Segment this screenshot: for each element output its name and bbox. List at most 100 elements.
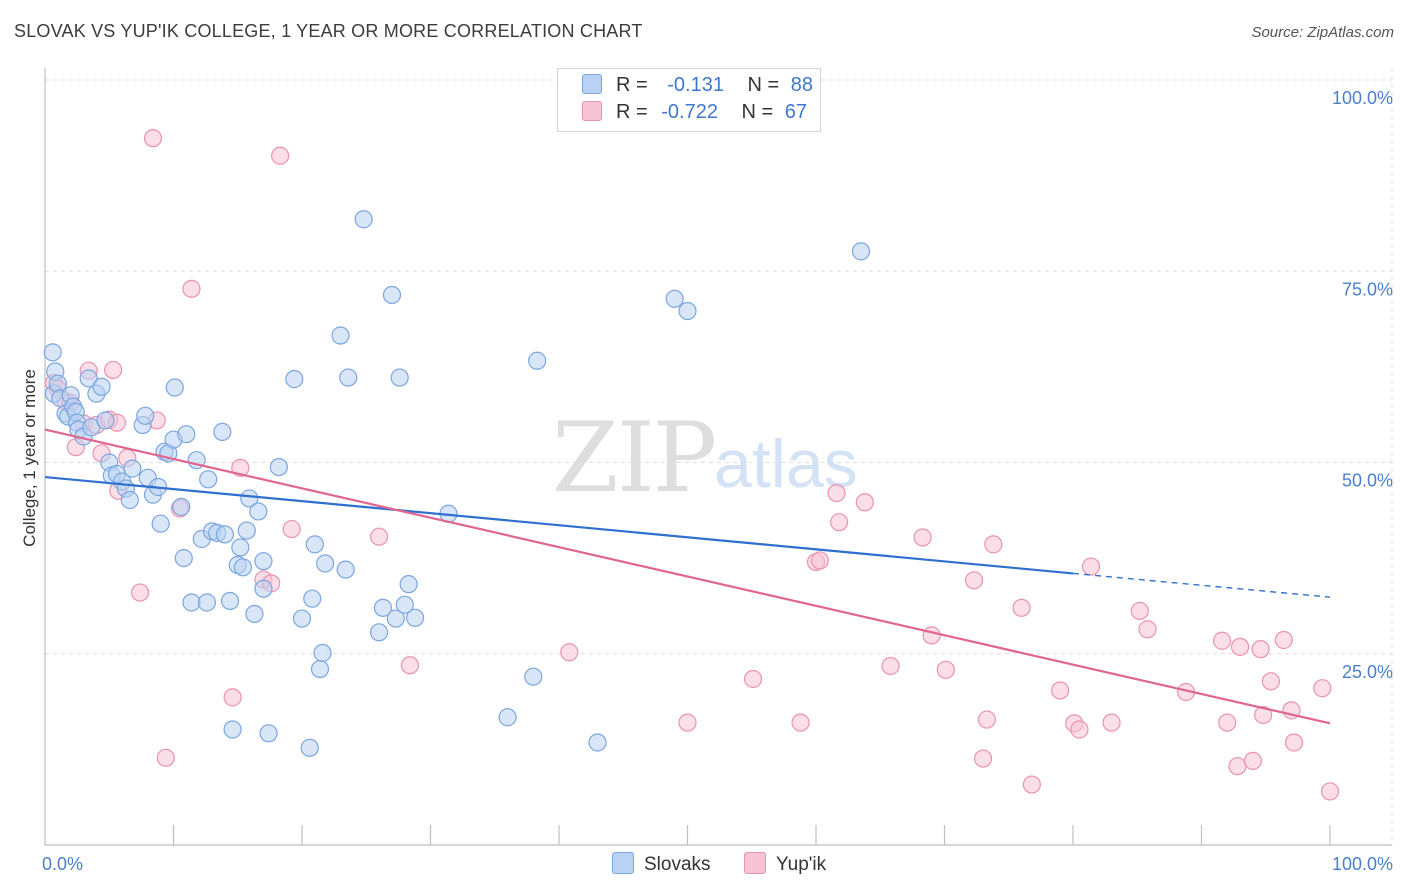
n-label: N = <box>741 101 774 123</box>
data-point <box>936 660 955 679</box>
data-point <box>524 667 543 686</box>
y-tick-label: 50.0% <box>1342 471 1393 491</box>
data-point <box>400 656 420 675</box>
data-point <box>964 571 984 590</box>
data-point <box>1274 630 1293 650</box>
data-point <box>830 513 849 532</box>
data-point <box>977 710 997 729</box>
legend-row-slovaks: R = -0.131 N = 88 <box>582 74 813 100</box>
data-point <box>370 527 389 546</box>
data-point <box>386 609 405 628</box>
yupik-points <box>44 129 1340 801</box>
r-value: -0.131 <box>667 74 724 96</box>
data-point <box>104 360 123 380</box>
n-label: N = <box>747 74 780 96</box>
data-point <box>215 525 234 544</box>
chart-title: SLOVAK VS YUP'IK COLLEGE, 1 YEAR OR MORE… <box>14 21 643 41</box>
yupik-legend-swatch <box>744 852 766 874</box>
data-point <box>174 549 193 568</box>
n-value: 67 <box>784 101 808 123</box>
data-point <box>339 368 358 387</box>
y-tick-label: 25.0% <box>1342 662 1393 682</box>
data-point <box>240 489 259 508</box>
data-point <box>223 688 242 707</box>
data-point <box>223 720 242 739</box>
data-point <box>1212 631 1232 650</box>
grid <box>45 68 1393 845</box>
stats-legend: R = -0.131 N = 88 R = -0.722 N = 67 <box>557 68 821 132</box>
data-point <box>851 242 871 261</box>
data-point <box>743 669 763 689</box>
data-point <box>143 129 163 148</box>
data-point <box>285 370 304 389</box>
data-point <box>292 609 312 628</box>
y-tick-label: 75.0% <box>1342 279 1393 299</box>
data-point <box>399 575 418 594</box>
data-point <box>271 146 290 165</box>
data-point <box>43 343 62 362</box>
data-point <box>1243 751 1263 770</box>
data-point <box>1130 601 1149 621</box>
data-point <box>560 643 579 662</box>
data-point <box>855 493 874 512</box>
data-point <box>182 279 201 298</box>
data-point <box>354 210 373 229</box>
data-point <box>1051 681 1070 700</box>
data-point <box>665 289 684 308</box>
data-point <box>1284 733 1304 752</box>
data-point <box>259 724 278 743</box>
data-point <box>172 497 191 516</box>
data-point <box>1228 757 1247 776</box>
data-point <box>881 656 900 676</box>
data-point <box>151 514 170 533</box>
slovaks-points <box>43 210 871 757</box>
data-point <box>984 535 1003 554</box>
data-point <box>182 593 201 612</box>
source-label: Source: ZipAtlas.com <box>1251 24 1394 41</box>
data-point <box>331 326 350 345</box>
data-point <box>310 659 330 679</box>
slovaks-trend-extension <box>1072 572 1331 598</box>
data-point <box>303 589 322 608</box>
data-point <box>1261 672 1280 691</box>
data-point <box>269 457 288 477</box>
data-point <box>300 738 319 757</box>
data-point <box>120 490 139 510</box>
axes <box>44 68 1392 846</box>
r-label: R = <box>616 101 648 123</box>
legend-item-yupik[interactable]: Yup'ik <box>744 852 826 876</box>
data-point <box>827 484 846 503</box>
data-point <box>123 459 142 478</box>
data-point <box>498 708 517 727</box>
data-point <box>165 378 184 397</box>
data-point <box>588 733 607 752</box>
data-point <box>1230 637 1250 656</box>
data-point <box>233 558 252 577</box>
data-point <box>678 301 697 321</box>
data-point <box>973 749 993 768</box>
data-point <box>1022 775 1041 794</box>
data-point <box>213 422 232 441</box>
data-point <box>1313 679 1332 698</box>
legend-item-slovaks[interactable]: Slovaks <box>612 852 711 876</box>
data-point <box>156 748 175 767</box>
data-point <box>254 579 273 598</box>
data-point <box>922 626 941 645</box>
legend-label: Slovaks <box>644 854 711 875</box>
data-point <box>245 604 264 624</box>
slovaks-legend-swatch <box>612 852 634 874</box>
data-point <box>282 519 301 539</box>
data-point <box>220 591 240 611</box>
data-point <box>305 535 324 554</box>
watermark-zip: ZIP <box>552 402 717 514</box>
data-point <box>1138 620 1157 639</box>
data-point <box>1102 713 1121 732</box>
x-tick-label: 0.0% <box>42 854 83 874</box>
data-point <box>1320 782 1340 801</box>
y-tick-label: 100.0% <box>1332 88 1393 108</box>
data-point <box>231 458 250 477</box>
data-point <box>136 406 155 425</box>
legend-row-yupik: R = -0.722 N = 67 <box>582 101 807 127</box>
slovaks-trend-line <box>44 475 1074 575</box>
data-point <box>1081 557 1101 576</box>
